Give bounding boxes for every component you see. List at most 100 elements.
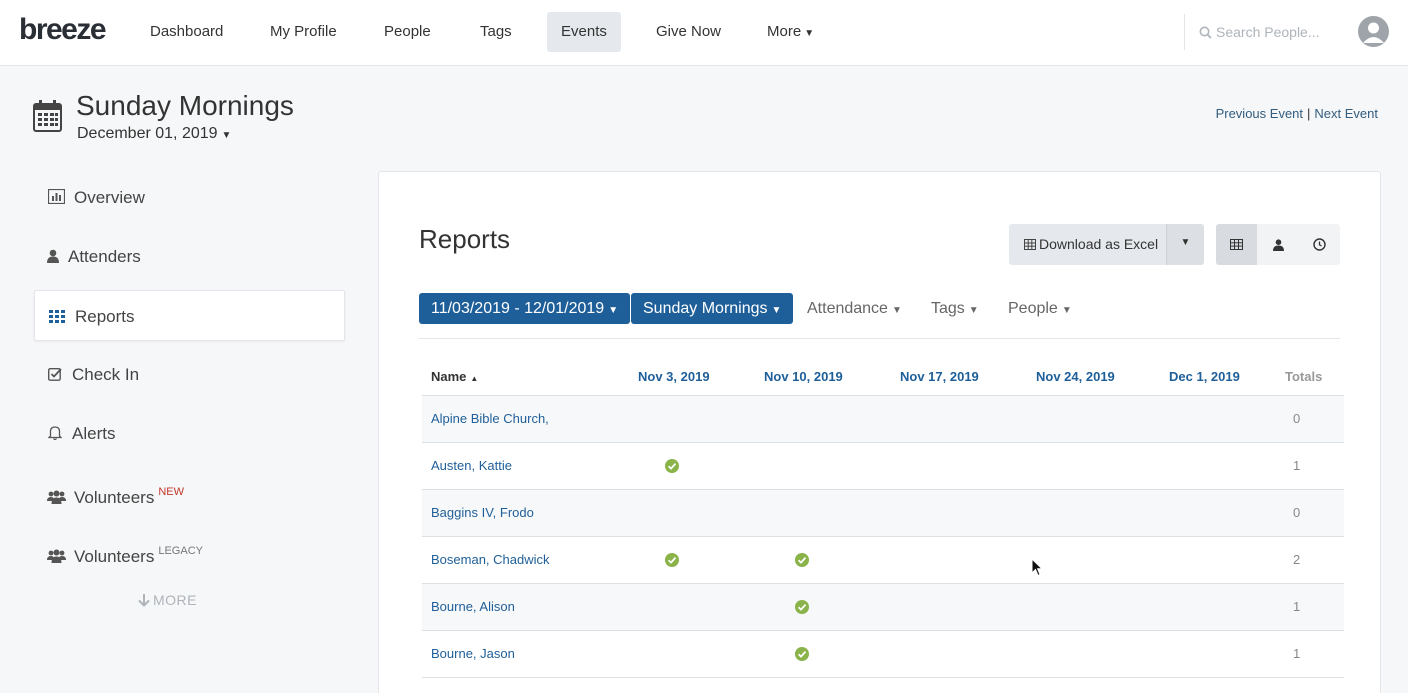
- sidebar-item-volunteers-legacy[interactable]: Volunteers LEGACY: [34, 526, 345, 577]
- tags-filter[interactable]: Tags ▼: [931, 293, 979, 324]
- date-range-label: 11/03/2019 - 12/01/2019: [431, 300, 605, 317]
- table-row: Austen, Kattie 1: [422, 443, 1344, 490]
- sidebar-item-label: Check In: [72, 365, 140, 384]
- mouse-cursor-icon: [1031, 557, 1044, 582]
- nav-people[interactable]: People: [384, 23, 431, 40]
- person-name-link[interactable]: Boseman, Chadwick: [431, 552, 550, 567]
- chevron-down-icon: ▼: [804, 28, 815, 39]
- breeze-logo[interactable]: breeze: [19, 13, 107, 46]
- date-range-filter[interactable]: 11/03/2019 - 12/01/2019 ▼: [419, 293, 631, 324]
- table-row: Boseman, Chadwick 2: [422, 537, 1344, 584]
- sidebar-item-volunteers-new[interactable]: Volunteers NEW: [34, 467, 345, 518]
- clock-icon: [1313, 238, 1326, 251]
- checkbox-icon: [46, 350, 64, 401]
- people-filter-label: People: [1008, 300, 1058, 317]
- sidebar-item-label: Attenders: [68, 247, 141, 266]
- sidebar-item-label: Volunteers: [74, 547, 155, 566]
- sidebar-item-check-in[interactable]: Check In: [34, 349, 345, 400]
- nav-more-label: More: [767, 23, 802, 40]
- person-name-link[interactable]: Baggins IV, Frodo: [431, 505, 534, 520]
- table-icon: [1230, 239, 1243, 250]
- group-icon: [46, 532, 66, 583]
- next-event-link[interactable]: Next Event: [1314, 106, 1378, 121]
- person-icon: [46, 232, 60, 283]
- person-name-link[interactable]: Bourne, Jason: [431, 646, 515, 661]
- person-name-link[interactable]: Alpine Bible Church,: [431, 411, 549, 426]
- caret-down-icon: ▼: [771, 305, 782, 316]
- group-icon: [46, 473, 66, 524]
- check-circle-icon: [795, 553, 809, 567]
- column-header-name[interactable]: Name ▲: [431, 369, 478, 384]
- column-header-date[interactable]: Nov 3, 2019: [638, 369, 710, 384]
- table-icon: [1024, 239, 1036, 250]
- sidebar-more-button[interactable]: MORE: [138, 592, 197, 608]
- arrow-down-icon: [138, 594, 150, 607]
- table-row: Alpine Bible Church, 0: [422, 396, 1344, 443]
- nav-events[interactable]: Events: [547, 12, 621, 52]
- sidebar-item-alerts[interactable]: Alerts: [34, 408, 345, 459]
- timeline-view-button[interactable]: [1299, 224, 1340, 265]
- sidebar-item-attenders[interactable]: Attenders: [34, 231, 345, 282]
- person-icon: [1273, 238, 1284, 251]
- event-nav-separator: |: [1307, 106, 1311, 121]
- table-row: Bourne, Jason 1: [422, 631, 1344, 678]
- event-navigation: Previous Event | Next Event: [1216, 106, 1378, 121]
- person-name-link[interactable]: Austen, Kattie: [431, 458, 512, 473]
- new-badge: NEW: [158, 486, 185, 498]
- nav-give-now[interactable]: Give Now: [656, 23, 722, 40]
- reports-title: Reports: [419, 224, 511, 254]
- attendance-filter-label: Attendance: [807, 300, 888, 317]
- nav-my-profile[interactable]: My Profile: [270, 23, 337, 40]
- caret-down-icon: ▼: [968, 305, 979, 316]
- table-header-divider: [422, 395, 1344, 396]
- person-name-link[interactable]: Bourne, Alison: [431, 599, 515, 614]
- event-date-label: December 01, 2019: [77, 125, 218, 142]
- row-total: 2: [1293, 552, 1301, 567]
- sidebar-item-overview[interactable]: Overview: [34, 172, 345, 223]
- sort-ascending-icon: ▲: [470, 374, 479, 383]
- user-avatar[interactable]: [1358, 16, 1389, 47]
- column-header-date[interactable]: Nov 24, 2019: [1036, 369, 1115, 384]
- people-filter[interactable]: People ▼: [1008, 293, 1072, 324]
- search-icon: [1199, 26, 1212, 39]
- nav-tags[interactable]: Tags: [480, 23, 512, 40]
- row-total: 1: [1293, 458, 1301, 473]
- column-header-date[interactable]: Nov 10, 2019: [764, 369, 843, 384]
- person-view-button[interactable]: [1258, 224, 1299, 265]
- caret-down-icon: ▼: [1180, 237, 1191, 248]
- caret-down-icon: ▼: [221, 130, 232, 141]
- sidebar-item-label: Overview: [74, 188, 145, 207]
- event-date-dropdown[interactable]: December 01, 2019 ▼: [77, 125, 231, 143]
- bar-chart-icon: [46, 173, 66, 224]
- column-header-totals: Totals: [1285, 369, 1323, 384]
- table-row: Baggins IV, Frodo 0: [422, 490, 1344, 537]
- column-header-name-label: Name: [431, 369, 467, 384]
- bell-icon: [46, 409, 64, 460]
- event-title: Sunday Mornings: [76, 90, 294, 121]
- tags-filter-label: Tags: [931, 300, 965, 317]
- caret-down-icon: ▼: [608, 305, 619, 316]
- sidebar-item-reports[interactable]: Reports: [34, 290, 345, 341]
- previous-event-link[interactable]: Previous Event: [1215, 106, 1304, 121]
- nav-dashboard[interactable]: Dashboard: [150, 23, 224, 40]
- view-toggle-group: [1216, 224, 1340, 265]
- column-header-date[interactable]: Dec 1, 2019: [1169, 369, 1240, 384]
- table-row: Bourne, Alison 1: [422, 584, 1344, 631]
- search-people-input[interactable]: Search People...: [1184, 14, 1334, 50]
- calendar-icon: [33, 100, 62, 137]
- more-label: MORE: [153, 592, 197, 608]
- legacy-badge: LEGACY: [158, 545, 203, 557]
- check-circle-icon: [665, 459, 679, 473]
- column-header-date[interactable]: Nov 17, 2019: [900, 369, 979, 384]
- download-excel-button[interactable]: Download as Excel: [1009, 224, 1167, 265]
- event-filter-label: Sunday Mornings: [643, 300, 768, 317]
- event-filter[interactable]: Sunday Mornings ▼: [631, 293, 794, 324]
- download-options-dropdown[interactable]: ▼: [1166, 224, 1204, 265]
- row-total: 0: [1293, 411, 1301, 426]
- table-view-button[interactable]: [1216, 224, 1257, 265]
- top-navbar: breeze Dashboard My Profile People Tags …: [0, 0, 1408, 66]
- attendance-filter[interactable]: Attendance ▼: [807, 293, 902, 324]
- nav-more[interactable]: More ▼: [753, 12, 828, 52]
- row-total: 0: [1293, 505, 1301, 520]
- row-total: 1: [1293, 599, 1301, 614]
